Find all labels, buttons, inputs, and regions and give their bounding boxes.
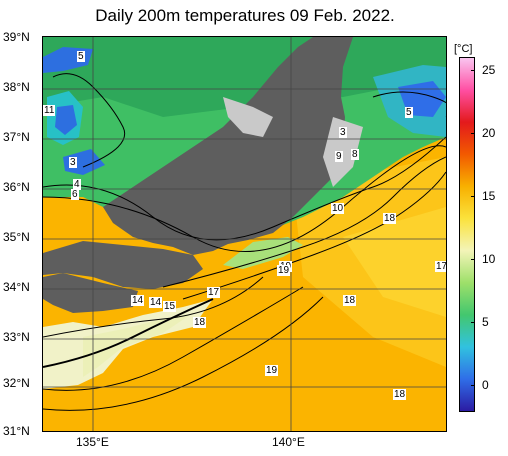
contour-label: 4 — [73, 179, 81, 190]
yellow-water-patch — [343, 207, 446, 317]
latitude-label: 39°N — [3, 30, 30, 44]
contour-label: 19 — [277, 265, 291, 276]
colorbar — [459, 57, 475, 412]
cold-pocket-west-core — [55, 105, 77, 135]
cold-pocket-southwest — [63, 149, 105, 175]
graticule — [43, 37, 446, 431]
latitude-label: 37°N — [3, 130, 30, 144]
latitude-label: 31°N — [3, 424, 30, 438]
colorbar-tick-label: 5 — [482, 314, 489, 329]
contour-label: 17 — [207, 287, 221, 298]
shelf-area-tohoku — [323, 117, 363, 187]
contour-lines — [43, 73, 446, 411]
latitude-label: 32°N — [3, 376, 30, 390]
colorbar-tick-label: 0 — [482, 377, 489, 392]
contour-label: 6 — [71, 189, 79, 200]
contour-label: 3 — [339, 127, 347, 138]
contour-label: 18 — [383, 213, 397, 224]
colorbar-tick — [471, 321, 475, 323]
pale-water-core — [83, 313, 193, 377]
shelf-area-sado — [223, 97, 273, 137]
latitude-label: 34°N — [3, 280, 30, 294]
contour-label: 5 — [77, 51, 85, 62]
contour-label: 14 — [149, 297, 163, 308]
contour-label: 15 — [163, 301, 177, 312]
honshu-land — [103, 37, 353, 255]
colorbar-tick — [471, 258, 475, 260]
contour-label: 14 — [131, 295, 145, 306]
contour-label: 18 — [193, 317, 207, 328]
latitude-label: 33°N — [3, 330, 30, 344]
colorbar-tick — [471, 384, 475, 386]
colorbar-tick-label: 10 — [482, 251, 496, 266]
latitude-label: 35°N — [3, 230, 30, 244]
contour-label: 18 — [393, 389, 407, 400]
map-title: Daily 200m temperatures 09 Feb. 2022. — [95, 6, 395, 25]
contour-label: 18 — [343, 295, 357, 306]
colorbar-unit: [°C] — [454, 43, 473, 55]
colorbar-tick-label: 25 — [482, 62, 496, 77]
shikoku-south-land — [43, 273, 138, 313]
contour-label: 19 — [265, 365, 279, 376]
temperature-map: 5 11 3 4 6 3 9 8 5 10 18 17 19 19 18 14 … — [42, 36, 447, 432]
colorbar-tick — [471, 195, 475, 197]
shikoku-kinki-land — [43, 241, 203, 289]
contour-label: 8 — [351, 149, 359, 160]
contour-label: 5 — [405, 107, 413, 118]
colorbar-tick-label: 20 — [482, 125, 496, 140]
contour-label: 11 — [43, 105, 56, 116]
contour-label: 17 — [435, 261, 447, 272]
latitude-label: 38°N — [3, 80, 30, 94]
colorbar-tick — [471, 132, 475, 134]
latitude-label: 36°N — [3, 180, 30, 194]
contour-label: 9 — [335, 151, 343, 162]
longitude-label: 135°E — [76, 435, 109, 449]
contour-label: 3 — [69, 157, 77, 168]
temperature-field — [43, 37, 446, 431]
longitude-label: 140°E — [272, 435, 305, 449]
colorbar-tick-label: 15 — [482, 188, 496, 203]
contour-label: 10 — [331, 203, 345, 214]
colorbar-tick — [471, 69, 475, 71]
